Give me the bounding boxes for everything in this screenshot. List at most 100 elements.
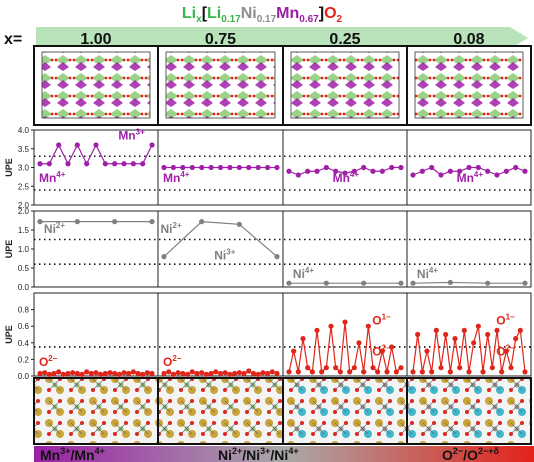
data-point-o bbox=[286, 369, 292, 375]
x-value-3: 0.08 bbox=[453, 31, 484, 48]
data-point-o bbox=[175, 370, 181, 376]
data-point-mn bbox=[447, 168, 453, 174]
data-point-mn bbox=[84, 161, 90, 167]
data-point-o bbox=[135, 370, 141, 377]
data-point-o bbox=[227, 371, 233, 377]
data-point-mn bbox=[246, 164, 252, 171]
formula-mn: Mn bbox=[276, 5, 299, 22]
data-point-mn bbox=[274, 164, 280, 171]
data-point-o bbox=[384, 369, 390, 375]
structure-thumbnail-3 bbox=[414, 51, 524, 119]
data-point-mn bbox=[438, 172, 444, 178]
data-point-mn bbox=[429, 164, 435, 171]
species-label-ni: Ni2+ bbox=[44, 221, 65, 236]
y-axis-label-o: UPE bbox=[4, 325, 14, 344]
data-point-o bbox=[65, 370, 71, 377]
species-label-mn: Mn4+ bbox=[457, 170, 484, 185]
data-point-mn bbox=[457, 168, 463, 174]
data-point-mn bbox=[37, 161, 43, 167]
data-point-o bbox=[199, 370, 205, 376]
data-point-o bbox=[370, 365, 376, 371]
data-point-mn bbox=[161, 164, 167, 171]
y-tick-label: 0.4 bbox=[18, 339, 30, 348]
data-point-o bbox=[37, 370, 43, 377]
data-point-o bbox=[309, 369, 315, 375]
data-point-ni bbox=[149, 219, 155, 225]
data-point-o bbox=[98, 371, 104, 377]
crystal-snapshot-2 bbox=[284, 379, 406, 443]
data-point-o bbox=[93, 370, 99, 376]
data-point-o bbox=[121, 370, 127, 376]
data-point-o bbox=[140, 371, 146, 377]
data-point-o bbox=[452, 336, 458, 342]
crystal-snapshot-0 bbox=[35, 379, 157, 443]
data-point-o bbox=[424, 348, 430, 354]
data-point-mn bbox=[236, 164, 242, 171]
data-point-mn bbox=[323, 164, 329, 171]
data-point-mn bbox=[286, 168, 292, 174]
data-point-o bbox=[161, 370, 167, 377]
structure-thumbnail-2 bbox=[290, 51, 400, 119]
data-point-o bbox=[433, 327, 439, 333]
data-point-o bbox=[255, 371, 261, 377]
x-value-1: 0.75 bbox=[205, 31, 236, 48]
data-point-ni bbox=[361, 280, 367, 286]
series-line-ni-1 bbox=[163, 221, 278, 258]
structure-thumbnail-1 bbox=[165, 51, 276, 119]
data-point-mn bbox=[494, 172, 500, 178]
data-point-o bbox=[503, 348, 509, 354]
data-point-o bbox=[461, 327, 467, 333]
data-point-o bbox=[246, 368, 252, 374]
species-label-ni: Ni2+ bbox=[161, 221, 182, 236]
data-point-mn bbox=[74, 142, 80, 148]
data-point-o bbox=[457, 365, 463, 371]
data-point-o bbox=[429, 369, 435, 375]
data-point-ni bbox=[522, 280, 528, 286]
species-label-mn: Mn4+ bbox=[163, 170, 190, 185]
data-point-o bbox=[189, 369, 195, 375]
data-point-mn bbox=[466, 164, 472, 171]
data-point-o bbox=[333, 365, 339, 371]
y-tick-label: 0.0 bbox=[18, 372, 30, 381]
data-point-o bbox=[305, 365, 311, 371]
data-point-o bbox=[269, 369, 275, 375]
data-point-o bbox=[70, 370, 76, 376]
data-point-o bbox=[323, 365, 329, 371]
data-point-mn bbox=[227, 164, 233, 171]
formula-o-sub: 2 bbox=[337, 14, 343, 25]
data-point-o bbox=[291, 348, 297, 354]
formula-ni-sub: 0.17 bbox=[257, 14, 277, 25]
formula-title: Lix[Li0.17Ni0.17Mn0.67]O2 bbox=[182, 5, 343, 25]
data-point-mn bbox=[46, 161, 52, 167]
species-label-o: O1− bbox=[496, 313, 515, 328]
formula-mn-sub: 0.67 bbox=[299, 14, 319, 25]
data-point-mn bbox=[305, 168, 311, 174]
data-point-mn bbox=[255, 164, 261, 171]
y-tick-label: 2.0 bbox=[18, 201, 30, 210]
data-point-o bbox=[410, 369, 416, 375]
y-tick-label: 2.5 bbox=[18, 182, 30, 191]
crystal-snapshot-3 bbox=[408, 379, 530, 443]
data-point-mn bbox=[513, 164, 519, 171]
y-tick-label: 0.6 bbox=[18, 322, 30, 331]
data-point-o bbox=[361, 369, 367, 375]
formula-li-sub: x bbox=[196, 14, 202, 25]
formula-o: O bbox=[324, 5, 336, 22]
y-tick-label: 1.5 bbox=[18, 226, 30, 235]
species-label-o: O2− bbox=[163, 354, 182, 369]
data-point-ni bbox=[323, 280, 329, 286]
data-point-mn bbox=[314, 168, 320, 174]
data-point-o bbox=[84, 369, 90, 375]
data-point-o bbox=[513, 336, 519, 342]
data-point-mn bbox=[475, 164, 481, 171]
data-point-o bbox=[393, 369, 399, 375]
data-point-mn bbox=[485, 168, 491, 174]
data-point-o bbox=[447, 369, 453, 375]
data-point-ni bbox=[410, 280, 416, 286]
data-point-mn bbox=[410, 172, 416, 178]
data-point-mn bbox=[522, 168, 528, 174]
bottom-label-ni: Ni2+/Ni3+/Ni4+ bbox=[218, 446, 299, 462]
data-point-o bbox=[419, 369, 425, 375]
data-point-o bbox=[194, 370, 200, 377]
data-point-o bbox=[241, 370, 247, 377]
